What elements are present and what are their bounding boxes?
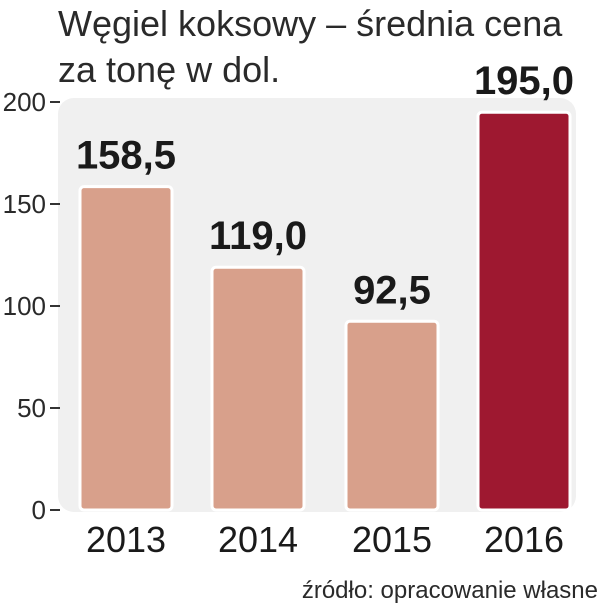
category-label-2015: 2015 [352,519,432,560]
y-tick-label: 0 [32,495,46,525]
category-label-2014: 2014 [218,519,298,560]
bar-2015 [344,319,440,512]
y-tick-label: 50 [17,393,46,423]
x-axis-labels: 2013 2014 2015 2016 [86,519,564,560]
category-label-2013: 2013 [86,519,166,560]
chart-title-line-1: Węgiel koksowy – średnia cena [58,3,563,44]
value-label-2013: 158,5 [76,134,176,178]
y-tick-label: 200 [3,87,46,117]
chart-title-line-2: za tonę w dol. [58,49,280,90]
value-labels: 158,5 119,0 92,5 195,0 [76,59,574,312]
value-label-2014: 119,0 [209,214,307,258]
bar-2013 [78,185,174,512]
bar-2014 [210,265,306,512]
y-tick-label: 100 [3,291,46,321]
value-label-2016: 195,0 [474,59,574,103]
source-note: źródło: opracowanie własne [302,577,598,604]
bars [78,110,572,512]
value-label-2015: 92,5 [353,268,431,312]
plot-panel [58,98,576,512]
category-label-2016: 2016 [484,519,564,560]
y-axis: 0 50 100 150 200 [3,87,60,525]
y-tick-label: 150 [3,189,46,219]
bar-2016 [476,110,572,512]
